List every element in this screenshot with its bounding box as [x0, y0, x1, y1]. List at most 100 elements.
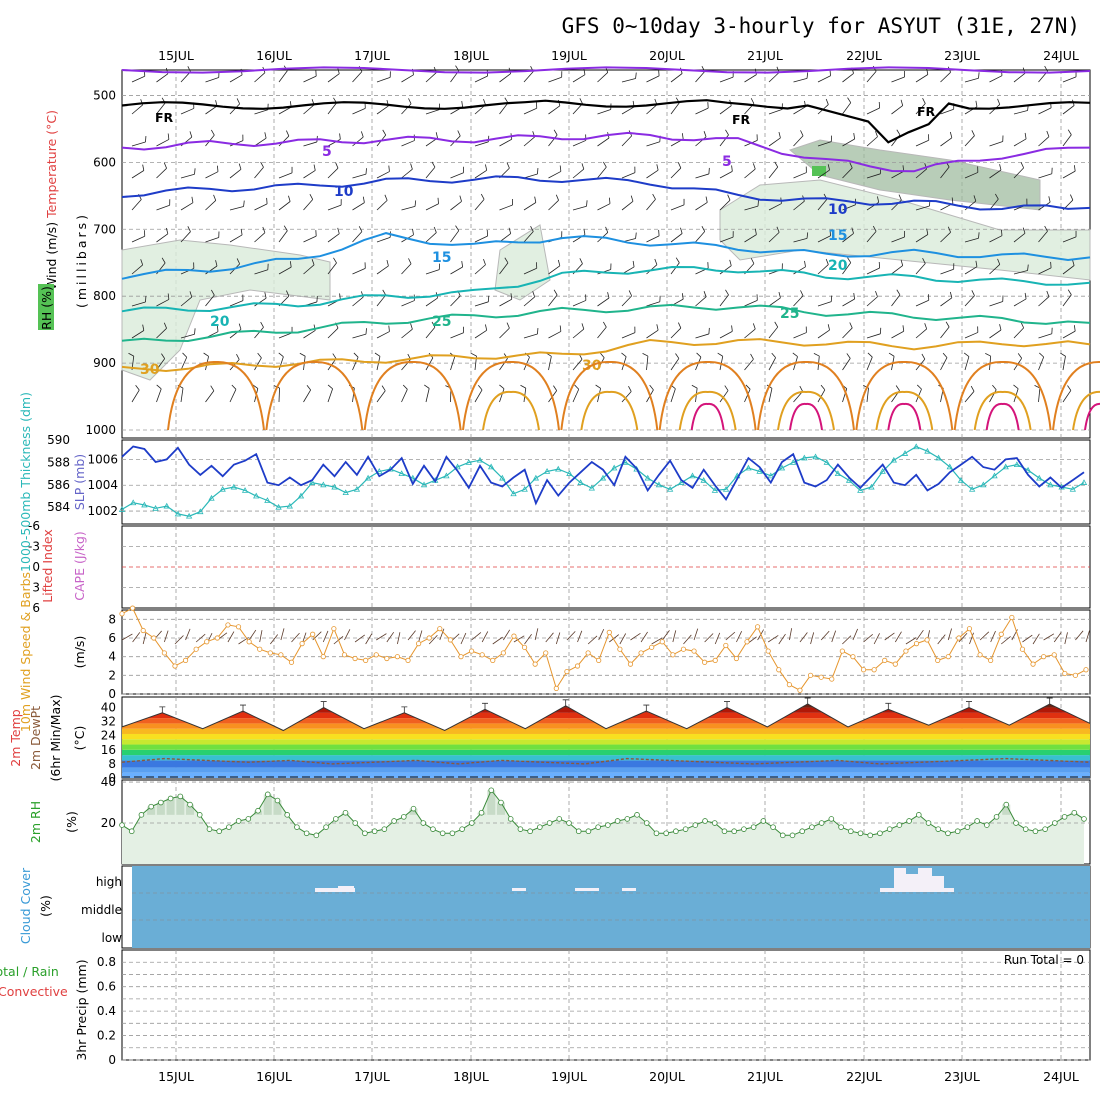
wind-barb-flag — [402, 384, 408, 390]
rh-point — [575, 828, 582, 835]
wind-speed-point — [331, 626, 337, 632]
thickness-marker — [543, 468, 551, 474]
wind-barb — [866, 231, 877, 243]
wind10-barb — [354, 634, 365, 643]
wind-barb — [719, 330, 733, 339]
wind10-barb — [545, 632, 554, 643]
wind-barb — [891, 265, 903, 275]
rh-point — [702, 818, 708, 824]
precip-tick: 0.2 — [97, 1029, 116, 1043]
thickness-marker — [678, 479, 685, 485]
date-label-top: 17JUL — [354, 48, 390, 63]
li-tick: -6 — [28, 519, 40, 533]
wind-speed-point — [638, 650, 644, 656]
wind-barb — [572, 328, 585, 339]
wind-barb — [401, 74, 414, 83]
wind-barb — [156, 168, 167, 179]
wind10-barb — [661, 630, 670, 641]
wind-speed-point — [966, 626, 973, 632]
wind-barb-flag — [754, 228, 757, 235]
wind10-barb — [322, 630, 329, 643]
thickness-marker — [935, 454, 942, 461]
thickness-marker — [823, 459, 830, 465]
wind-barb — [842, 102, 852, 115]
wind-barb — [352, 173, 367, 179]
wind-barb-flag — [656, 164, 659, 171]
rh-line — [121, 789, 1085, 836]
thickness-marker — [611, 464, 618, 471]
date-label-top: 15JUL — [158, 48, 194, 63]
wind-barb — [940, 357, 948, 371]
wind-tick: 2 — [108, 668, 116, 682]
wind-barb-flag — [971, 290, 975, 296]
wind-barb-flag — [337, 227, 340, 234]
thickness-marker — [845, 476, 853, 483]
wind-barb-flag — [203, 352, 209, 357]
panel-frame-thick — [121, 439, 1091, 525]
wind10-barb — [312, 631, 322, 641]
rh-point — [439, 830, 446, 837]
hot-contour-inner — [580, 390, 639, 431]
wind-barb — [744, 299, 758, 307]
wind-barb-flag — [339, 133, 341, 140]
wind-barb-flag — [557, 259, 561, 266]
wind-barb-flag — [851, 227, 854, 234]
wind-barb-flag — [286, 130, 290, 137]
wind-barb — [989, 329, 1002, 339]
wind-barb — [1038, 267, 1052, 275]
rh-point — [974, 818, 980, 824]
wind-barb — [205, 265, 218, 275]
wind-barb-flag — [978, 232, 980, 239]
wind-barb — [817, 264, 829, 275]
wind-barb — [1062, 170, 1076, 179]
wind10-barb — [725, 631, 736, 641]
temp-band — [122, 760, 1090, 768]
wind-barb-flag — [792, 352, 798, 357]
wind-barb — [499, 262, 509, 275]
wind-barb — [768, 166, 779, 179]
wind-speed-point — [723, 642, 729, 649]
wind-barb — [597, 72, 609, 83]
temp-max-marker — [240, 704, 246, 712]
wind10-barb — [513, 635, 525, 643]
wind-barb — [989, 75, 1003, 83]
rh-point — [478, 809, 485, 816]
wind-barb — [915, 103, 926, 115]
wind-barb — [597, 326, 607, 339]
wind-barb — [768, 108, 783, 115]
wind-barb — [719, 294, 729, 307]
wind-barb-flag — [678, 322, 682, 329]
thickness-marker — [342, 489, 349, 496]
wind-barb — [254, 137, 267, 147]
wind-barb — [866, 136, 878, 147]
wind-barb — [499, 204, 513, 211]
wind-barb — [131, 104, 143, 115]
temp-band — [122, 739, 1090, 745]
wind-barb-flag — [382, 129, 387, 136]
li-axis-title: Lifted Index — [40, 529, 55, 603]
wind10-barb — [291, 632, 300, 643]
wind10-barb — [174, 635, 184, 645]
thickness-marker — [991, 472, 998, 479]
wind-barb — [989, 235, 1003, 243]
wind-barb-flag — [973, 195, 977, 202]
wind-speed-point — [394, 654, 401, 660]
rh-point — [711, 820, 718, 826]
wind-barb — [646, 75, 660, 83]
wind-barb-flag — [632, 260, 635, 267]
wind-barb — [597, 203, 611, 211]
wind10-barb — [884, 632, 895, 641]
wind-barb — [327, 167, 339, 179]
thickness-marker — [376, 468, 383, 474]
wind-barb — [940, 137, 953, 147]
wind-barb-flag — [508, 227, 512, 234]
cloud-cover-bar — [894, 868, 906, 892]
wind-barb — [425, 72, 437, 83]
wind-speed-point — [649, 644, 655, 650]
run-total-label: Run Total = 0 — [1004, 953, 1084, 967]
wind-barb-flag — [750, 353, 754, 360]
contour-label: 10 — [828, 202, 848, 218]
wind-barb — [597, 388, 601, 403]
wind-barb — [1038, 231, 1048, 243]
wind-barb — [278, 70, 288, 83]
